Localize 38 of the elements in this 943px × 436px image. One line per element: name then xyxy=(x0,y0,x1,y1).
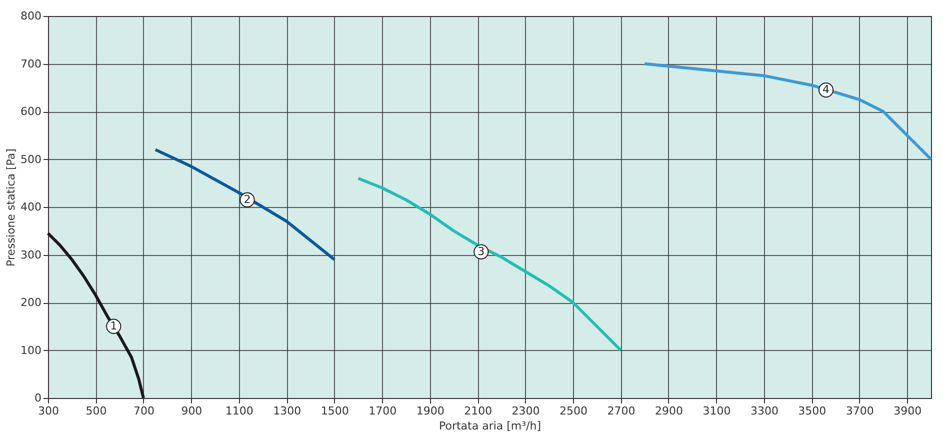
x-tick-label: 2900 xyxy=(654,404,683,418)
x-axis-title: Portata aria [m³/h] xyxy=(438,420,542,432)
x-tick-label: 3500 xyxy=(798,404,826,418)
x-tick-label: 1500 xyxy=(320,404,349,418)
x-tick-label: 3100 xyxy=(702,404,731,418)
x-tick-label: 1300 xyxy=(273,404,302,418)
x-tick-label: 1900 xyxy=(416,404,444,418)
y-tick-label: 800 xyxy=(20,10,42,22)
line-series xyxy=(154,148,336,262)
x-tick-label: 2700 xyxy=(607,404,636,418)
x-tick-label: 700 xyxy=(133,404,154,418)
x-tick-label: 2100 xyxy=(464,404,492,418)
y-axis-title: Pressione statica [Pa] xyxy=(4,148,18,266)
y-tick-label: 200 xyxy=(20,296,42,309)
line-series xyxy=(46,232,145,400)
line-series xyxy=(356,176,622,352)
y-tick-label: 300 xyxy=(20,248,42,262)
annotation: 4 xyxy=(822,83,830,96)
y-tick-label: 500 xyxy=(20,152,42,166)
annotation: 3 xyxy=(478,244,485,258)
y-tick-label: 400 xyxy=(20,200,42,214)
x-tick-label: 500 xyxy=(86,404,107,418)
x-tick-label: 1100 xyxy=(225,404,254,418)
x-tick-label: 300 xyxy=(38,404,59,418)
y-tick-label: 100 xyxy=(20,344,42,357)
annotation: 2 xyxy=(244,192,251,206)
x-tick-label: 3300 xyxy=(750,404,778,418)
x-tick-label: 1700 xyxy=(368,404,397,418)
annotation: 1 xyxy=(110,319,118,332)
y-tick-label: 600 xyxy=(20,105,42,118)
line-series xyxy=(643,62,932,161)
x-tick-label: 900 xyxy=(181,404,202,418)
x-tick-label: 2300 xyxy=(512,404,540,418)
x-tick-label: 3900 xyxy=(894,404,922,418)
y-tick-label: 700 xyxy=(20,57,42,70)
x-tick-label: 2500 xyxy=(560,404,588,418)
x-tick-label: 3700 xyxy=(846,404,874,418)
y-tick-label: 0 xyxy=(34,392,42,404)
